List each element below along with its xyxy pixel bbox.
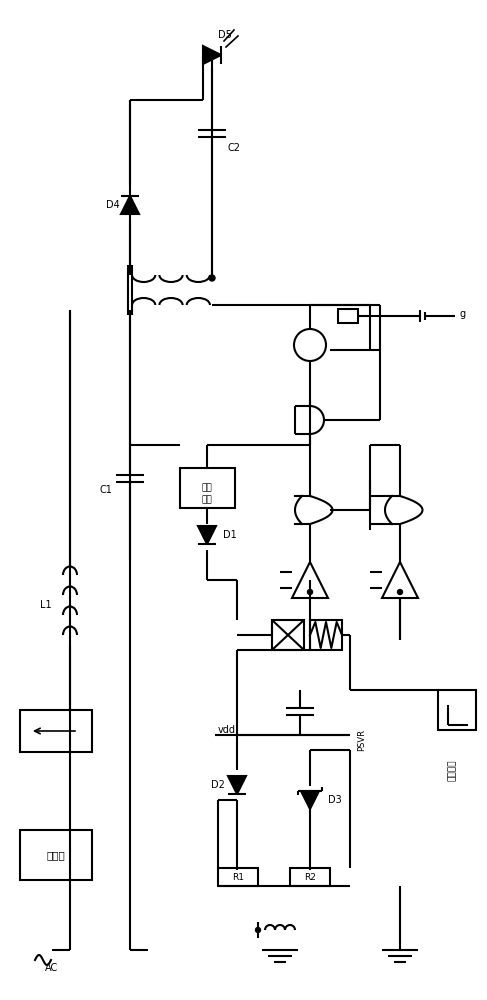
- Bar: [438, 690, 476, 730]
- Bar: [338, 309, 358, 323]
- Polygon shape: [292, 562, 328, 598]
- Bar: [20, 710, 92, 752]
- Bar: [180, 468, 235, 508]
- Bar: [20, 830, 92, 880]
- Text: vdd: vdd: [218, 725, 236, 735]
- Text: D4: D4: [106, 200, 120, 210]
- Circle shape: [209, 275, 215, 281]
- Bar: [310, 620, 342, 650]
- Circle shape: [307, 589, 313, 594]
- Text: 高压: 高压: [202, 484, 212, 492]
- Polygon shape: [382, 562, 418, 598]
- Text: 电路: 电路: [202, 495, 212, 504]
- Text: D3: D3: [328, 795, 342, 805]
- Text: D5: D5: [218, 30, 232, 40]
- Polygon shape: [301, 791, 319, 809]
- Text: D2: D2: [211, 780, 225, 790]
- Text: 调光器: 调光器: [47, 850, 65, 860]
- Text: D1: D1: [223, 530, 237, 540]
- Polygon shape: [121, 196, 139, 214]
- Bar: [218, 868, 258, 886]
- Bar: [272, 620, 304, 650]
- Text: C2: C2: [228, 143, 241, 153]
- Polygon shape: [203, 46, 221, 64]
- Polygon shape: [228, 776, 246, 794]
- Text: R2: R2: [304, 872, 316, 882]
- Text: AC: AC: [45, 963, 58, 973]
- Text: PSVR: PSVR: [357, 729, 367, 751]
- Polygon shape: [198, 526, 216, 544]
- Text: g: g: [460, 309, 466, 319]
- Text: L1: L1: [40, 600, 52, 610]
- Text: 固定电压: 固定电压: [448, 759, 456, 781]
- Circle shape: [397, 589, 402, 594]
- Text: C1: C1: [99, 485, 112, 495]
- Bar: [290, 868, 330, 886]
- Text: R1: R1: [232, 872, 244, 882]
- Circle shape: [256, 928, 261, 932]
